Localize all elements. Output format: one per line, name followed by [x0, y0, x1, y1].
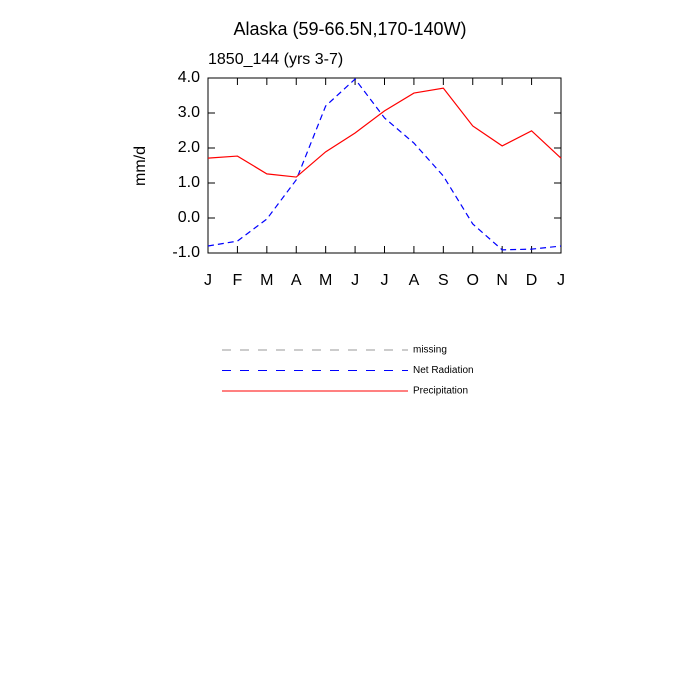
y-tick-label: 0.0	[178, 209, 200, 226]
x-tick-label: A	[409, 272, 420, 289]
legend-label: Net Radiation	[413, 365, 474, 376]
x-tick-label: J	[557, 272, 565, 289]
x-tick-label: F	[233, 272, 243, 289]
series-line	[207, 78, 562, 251]
y-axis-label: mm/d	[132, 146, 149, 186]
y-tick-label: 4.0	[178, 69, 200, 86]
x-tick-label: D	[526, 272, 538, 289]
y-tick-label: 2.0	[178, 139, 200, 156]
y-tick-label: 1.0	[178, 174, 200, 191]
x-tick-label: A	[291, 272, 302, 289]
y-tick-label: 3.0	[178, 104, 200, 121]
chart-title: Alaska (59-66.5N,170-140W)	[233, 19, 466, 39]
chart-subtitle: 1850_144 (yrs 3-7)	[208, 51, 343, 68]
series-line	[207, 87, 562, 178]
x-tick-label: O	[467, 272, 479, 289]
plot-frame	[207, 77, 562, 254]
legend-label: missing	[413, 345, 447, 356]
x-tick-label: M	[260, 272, 273, 289]
y-tick-label: -1.0	[172, 244, 200, 261]
x-tick-label: J	[351, 272, 359, 289]
x-tick-label: J	[381, 272, 389, 289]
x-tick-label: M	[319, 272, 332, 289]
x-tick-label: J	[204, 272, 212, 289]
x-tick-label: N	[496, 272, 508, 289]
x-tick-label: S	[438, 272, 449, 289]
legend-label: Precipitation	[413, 386, 468, 397]
